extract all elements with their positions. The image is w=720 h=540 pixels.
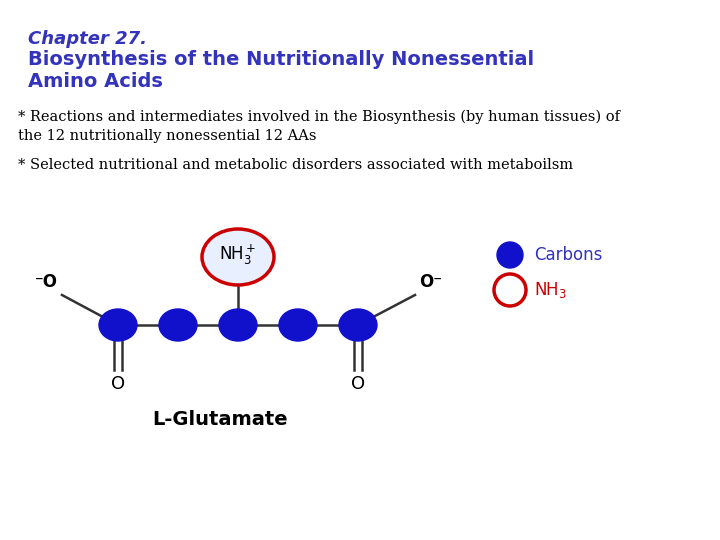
Text: * Selected nutritional and metabolic disorders associated with metaboilsm: * Selected nutritional and metabolic dis… — [18, 158, 573, 172]
Ellipse shape — [219, 309, 257, 341]
Text: O⁻: O⁻ — [419, 273, 442, 291]
Text: O: O — [351, 375, 365, 393]
Text: Amino Acids: Amino Acids — [28, 72, 163, 91]
Circle shape — [497, 242, 523, 268]
Text: Carbons: Carbons — [534, 246, 603, 264]
Text: NH$_3$: NH$_3$ — [534, 280, 567, 300]
Text: Chapter 27.: Chapter 27. — [28, 30, 147, 48]
Text: Biosynthesis of the Nutritionally Nonessential: Biosynthesis of the Nutritionally Noness… — [28, 50, 534, 69]
Ellipse shape — [99, 309, 137, 341]
Text: ⁻O: ⁻O — [35, 273, 58, 291]
Ellipse shape — [202, 229, 274, 285]
Text: O: O — [111, 375, 125, 393]
Ellipse shape — [339, 309, 377, 341]
Text: the 12 nutritionally nonessential 12 AAs: the 12 nutritionally nonessential 12 AAs — [18, 129, 317, 143]
Text: L-Glutamate: L-Glutamate — [152, 410, 288, 429]
Text: * Reactions and intermediates involved in the Biosynthesis (by human tissues) of: * Reactions and intermediates involved i… — [18, 110, 620, 124]
Ellipse shape — [159, 309, 197, 341]
Text: NH$_3^+$: NH$_3^+$ — [220, 243, 256, 267]
Ellipse shape — [279, 309, 317, 341]
